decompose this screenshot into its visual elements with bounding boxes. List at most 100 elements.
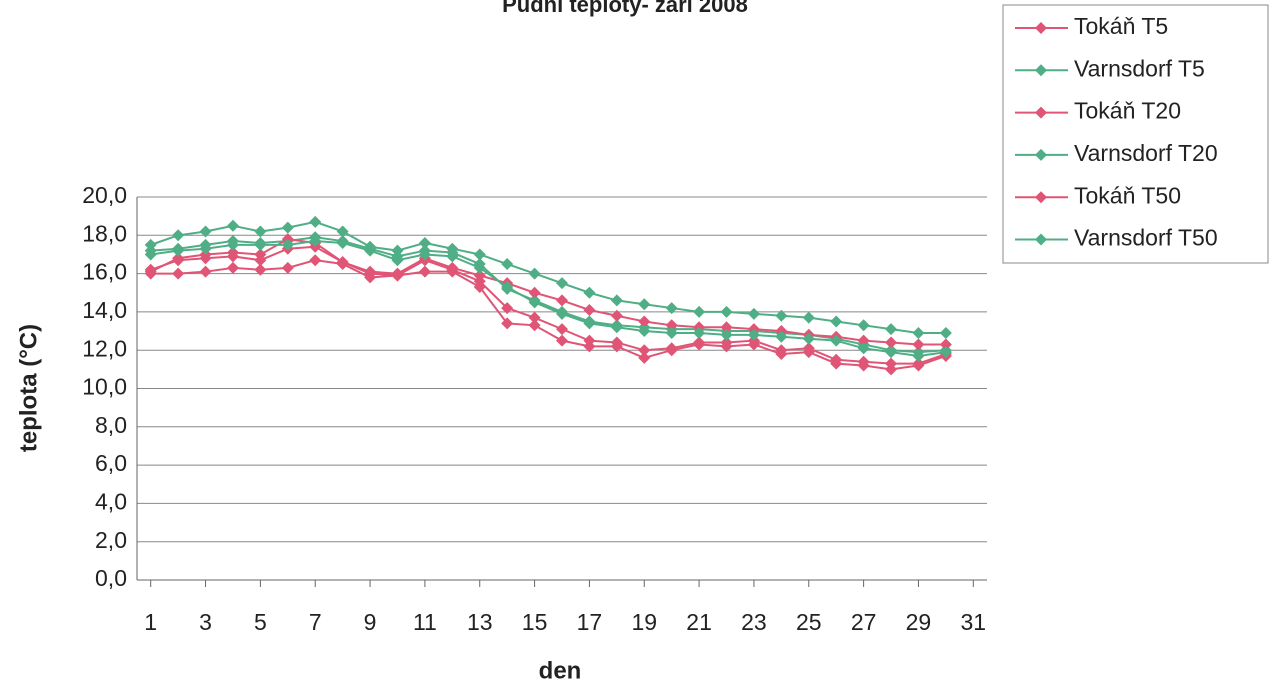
y-tick-label: 2,0 [95,527,127,553]
data-point [885,346,898,359]
x-tick-label: 23 [741,609,767,635]
data-point [501,302,514,315]
data-point [775,330,788,343]
data-point [556,334,568,347]
data-point [665,342,678,355]
y-tick-label: 6,0 [95,450,127,476]
data-point [418,236,431,249]
y-axis-label: teplota (°C) [15,324,42,452]
data-point [610,321,623,334]
series-line [150,220,946,334]
x-tick-label: 31 [960,609,986,635]
legend-label: Tokáň T5 [1074,13,1168,39]
data-point [446,261,459,274]
data-point [556,277,568,290]
legend-label: Tokáň T20 [1074,98,1181,124]
data-point [528,296,541,309]
data-point [939,338,952,351]
data-point [501,317,514,330]
data-point [857,355,870,368]
legend-marker [1035,191,1047,204]
data-point [912,349,925,362]
data-point [364,244,377,257]
data-point [172,252,185,265]
data-point [254,238,267,251]
y-tick-label: 8,0 [95,412,127,438]
y-tick-label: 12,0 [82,335,127,361]
data-point [583,303,596,316]
data-point [720,336,733,349]
data-point [418,265,431,278]
data-point [638,298,651,311]
x-tick-label: 1 [144,609,157,635]
data-point [775,344,788,357]
legend-label: Tokáň T50 [1074,182,1181,208]
data-point [281,238,294,251]
x-tick-label: 9 [364,609,377,635]
y-tick-label: 18,0 [82,220,127,246]
series-line [150,236,946,354]
data-point [281,221,294,234]
data-point [281,261,294,274]
data-point [199,242,212,255]
data-point [583,334,596,347]
data-point [720,305,733,318]
chart-title: Půdní teploty- září 2008 [502,0,748,17]
data-point [885,357,898,370]
y-tick-label: 16,0 [82,259,127,285]
data-point [802,342,815,355]
series-line [150,245,947,365]
data-point [912,326,925,339]
legend-label: Varnsdorf T50 [1074,225,1218,251]
x-tick-label: 5 [254,609,267,635]
data-point [638,315,651,328]
data-point [610,309,623,322]
x-tick-label: 7 [309,609,322,635]
data-point [199,265,212,278]
legend-marker [1035,148,1047,161]
data-point [720,321,733,334]
data-point [610,294,623,307]
x-tick-label: 17 [577,609,603,635]
data-point [802,332,815,345]
data-point [857,342,870,355]
data-point [665,302,678,315]
data-point [226,219,239,232]
data-point [336,225,349,238]
data-point [583,317,596,330]
y-tick-label: 20,0 [82,182,127,208]
data-point [802,311,815,324]
y-tick-label: 4,0 [95,488,127,514]
x-tick-label: 19 [631,609,657,635]
data-point [693,305,706,318]
data-point [693,336,706,349]
data-point [336,256,349,269]
series-line [150,259,947,371]
data-point [830,315,843,328]
data-point [528,319,541,332]
data-point [556,294,568,307]
data-point [309,215,322,228]
data-point [556,323,568,336]
data-point [830,353,843,366]
data-point [172,267,185,280]
data-point [226,238,239,251]
data-point [364,265,377,278]
data-point [556,307,568,320]
data-point [391,267,404,280]
data-point [473,261,486,274]
data-point [501,258,514,271]
data-point [583,286,596,299]
series-line [150,240,947,357]
data-point [830,334,843,347]
data-point [473,269,486,282]
data-point [336,236,349,249]
data-point [665,326,678,339]
y-tick-label: 0,0 [95,565,127,591]
data-point [912,357,925,370]
legend-label: Varnsdorf T20 [1074,140,1218,166]
data-point [939,346,952,359]
legend-marker [1035,106,1047,119]
data-point [610,336,623,349]
